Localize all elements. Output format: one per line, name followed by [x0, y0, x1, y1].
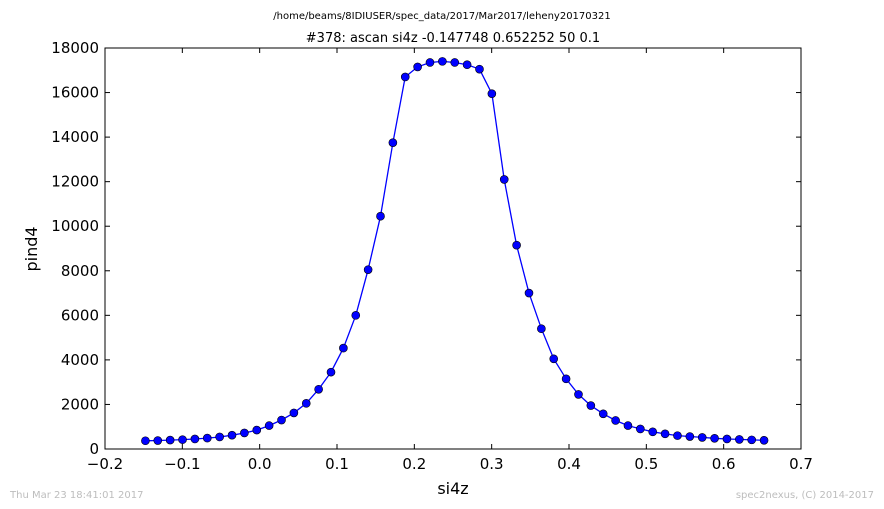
data-point	[499, 175, 509, 184]
footer-timestamp: Thu Mar 23 18:41:01 2017	[9, 490, 143, 501]
footer-credit: spec2nexus, (C) 2014-2017	[736, 490, 874, 501]
data-point	[438, 57, 447, 66]
data-point	[648, 427, 658, 437]
x-tick-label: 0.1	[325, 455, 349, 473]
data-point	[178, 435, 187, 444]
x-tick-label: −0.1	[164, 455, 200, 473]
y-tick-label: 16000	[51, 84, 99, 102]
data-point	[537, 324, 546, 334]
data-point	[240, 428, 249, 438]
data-point	[326, 367, 336, 377]
y-tick-label: 6000	[61, 306, 99, 324]
data-point	[735, 435, 744, 444]
data-point	[475, 64, 484, 74]
x-tick-label: 0.2	[402, 455, 426, 473]
x-tick-label: 0.0	[248, 455, 272, 473]
y-tick-label: 12000	[51, 173, 99, 191]
data-point	[277, 415, 286, 425]
data-point	[524, 288, 534, 298]
y-tick-label: 0	[89, 440, 99, 458]
y-axis: 0 2000 4000 6000 8000 10000 12000 14000 16000 180…	[51, 39, 801, 458]
data-point	[636, 424, 645, 434]
data-point	[487, 89, 497, 98]
data-point	[611, 416, 620, 425]
data-point	[400, 72, 410, 82]
x-tick-label: 0.7	[789, 455, 813, 473]
data-point	[586, 401, 596, 410]
data-point	[685, 432, 695, 441]
data-point	[710, 434, 719, 443]
x-tick-label: 0.3	[480, 455, 504, 473]
data-point	[561, 374, 571, 384]
data-point	[697, 433, 707, 442]
data-point	[673, 431, 682, 440]
data-point	[660, 429, 670, 439]
data-point	[413, 62, 422, 72]
data-point	[252, 425, 262, 435]
x-axis: −0.2 −0.1 0.0 0.1 0.2 0.3 0.4 0.5 0.6 0.7	[87, 48, 813, 473]
data-point	[388, 138, 398, 147]
data-point	[462, 60, 472, 70]
data-point	[574, 390, 583, 399]
data-point	[450, 58, 460, 67]
y-tick-label: 4000	[61, 351, 99, 369]
data-point	[722, 434, 732, 444]
data-point	[759, 436, 769, 445]
x-axis-label: si4z	[437, 479, 468, 498]
x-tick-label: 0.4	[557, 455, 581, 473]
chart-title: #378: ascan si4z -0.147748 0.652252 50 0…	[306, 31, 600, 46]
data-point	[376, 211, 385, 221]
x-tick-label: 0.5	[634, 455, 658, 473]
data-point	[153, 436, 163, 445]
data-point	[141, 436, 150, 446]
data-point	[549, 354, 559, 364]
x-tick-label: 0.6	[712, 455, 736, 473]
data-point	[623, 421, 633, 430]
x-tick-label: −0.2	[87, 455, 123, 473]
series-line	[145, 60, 765, 442]
data-point	[165, 435, 175, 445]
data-point	[425, 58, 435, 67]
y-tick-label: 10000	[51, 217, 99, 235]
data-point	[202, 433, 212, 443]
plot-area-frame	[104, 47, 802, 450]
data-point	[363, 265, 373, 274]
data-point	[227, 430, 237, 440]
y-tick-label: 8000	[61, 262, 99, 280]
y-tick-label: 2000	[61, 395, 99, 413]
data-point	[264, 421, 274, 430]
data-point	[301, 399, 311, 408]
data-point	[512, 240, 521, 250]
data-point	[339, 343, 348, 353]
data-point	[747, 435, 757, 445]
data-point	[314, 384, 323, 394]
y-axis-label: pind4	[22, 226, 41, 271]
data-point	[190, 434, 200, 444]
y-tick-label: 14000	[51, 128, 99, 146]
data-point	[351, 311, 361, 320]
data-point	[289, 408, 299, 418]
data-point	[598, 409, 608, 419]
y-tick-label: 18000	[51, 39, 99, 57]
series-markers	[141, 57, 769, 446]
data-point	[215, 432, 224, 442]
chart-suptitle: /home/beams/8IDIUSER/spec_data/2017/Mar2…	[273, 11, 610, 22]
